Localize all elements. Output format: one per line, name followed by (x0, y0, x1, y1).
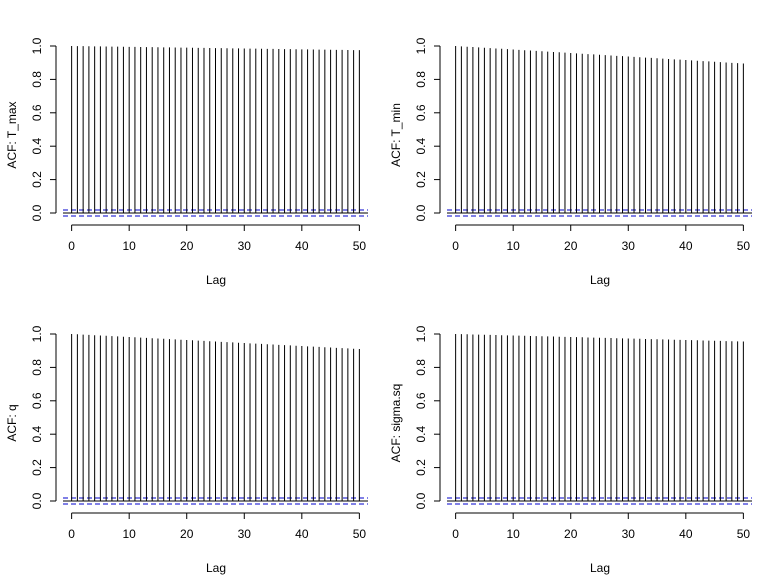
panel-t-max: Lag ACF: T_max 0 10 20 30 40 50 0.0 0.2 0.4 0.6 0.… (5, 37, 368, 287)
panel-sigma-sq-x-tick-label: 0 (452, 527, 459, 541)
panel-t-max-x-tick-label: 0 (68, 239, 75, 253)
panel-t-min-y-tick-label: 1.0 (414, 37, 428, 54)
panel-t-min-x-tick-label: 20 (564, 239, 578, 253)
panel-t-max-y-tick-label: 0.6 (30, 104, 44, 121)
panel-sigma-sq-y-tick-label: 0.2 (414, 459, 428, 476)
panel-t-min-y-tick-label: 0.6 (414, 104, 428, 121)
panel-t-max-xlabel: Lag (206, 273, 226, 287)
panel-q-ylabel: ACF: q (5, 404, 19, 441)
panel-t-max-y-tick-label: 0.4 (30, 138, 44, 155)
panel-q-x-tick-label: 10 (122, 527, 136, 541)
panel-sigma-sq-y-tick-label: 0.8 (414, 359, 428, 376)
panel-q-x-tick-label: 50 (353, 527, 367, 541)
panel-t-max-x-tick-label: 30 (238, 239, 252, 253)
panel-t-max-x-tick-label: 10 (122, 239, 136, 253)
panel-sigma-sq-x-tick-label: 50 (737, 527, 751, 541)
panel-t-max-y-tick-label: 0.0 (30, 204, 44, 221)
panel-q-x-tick-label: 0 (68, 527, 75, 541)
panel-t-min-x-tick-label: 0 (452, 239, 459, 253)
panel-q-y-tick-label: 0.8 (30, 359, 44, 376)
panel-t-max-y-tick-label: 1.0 (30, 37, 44, 54)
panel-t-min-x-tick-label: 30 (622, 239, 636, 253)
panel-t-min-ylabel: ACF: T_min (389, 103, 403, 167)
panel-q-y-tick-label: 0.0 (30, 492, 44, 509)
panel-t-max-ylabel: ACF: T_max (5, 101, 19, 168)
panel-sigma-sq-x-tick-label: 10 (506, 527, 520, 541)
panel-t-min-y-tick-label: 0.8 (414, 71, 428, 88)
panel-t-max-x-tick-label: 40 (295, 239, 309, 253)
panel-t-min-xlabel: Lag (590, 273, 610, 287)
panel-q-xlabel: Lag (206, 561, 226, 575)
panel-t-min-y-tick-label: 0.2 (414, 171, 428, 188)
panel-sigma-sq-y-tick-label: 0.6 (414, 392, 428, 409)
panel-q-x-tick-label: 30 (238, 527, 252, 541)
panel-sigma-sq-y-tick-label: 0.0 (414, 492, 428, 509)
panel-t-max-y-tick-label: 0.8 (30, 71, 44, 88)
panel-q-x-tick-label: 20 (180, 527, 194, 541)
panel-sigma-sq-x-tick-label: 40 (679, 527, 693, 541)
panel-sigma-sq-y-tick-label: 0.4 (414, 426, 428, 443)
panel-q-y-tick-label: 0.4 (30, 426, 44, 443)
panel-t-min: Lag ACF: T_min 0 10 20 30 40 50 0.0 0.2 0.4 0.6 0.… (389, 37, 752, 287)
panel-q-y-tick-label: 0.2 (30, 459, 44, 476)
panel-t-max-x-tick-label: 50 (353, 239, 367, 253)
panel-t-min-x-tick-label: 50 (737, 239, 751, 253)
panel-q: Lag ACF: q 0 10 20 30 40 50 0.0 0.2 0.4 0.6 0.8 1.0 (5, 325, 368, 575)
panel-sigma-sq-x-tick-label: 30 (622, 527, 636, 541)
panel-q-y-tick-label: 0.6 (30, 392, 44, 409)
panel-sigma-sq-x-tick-label: 20 (564, 527, 578, 541)
panel-q-y-tick-label: 1.0 (30, 325, 44, 342)
panel-sigma-sq-y-tick-label: 1.0 (414, 325, 428, 342)
panel-sigma-sq: Lag ACF: sigma.sq 0 10 20 30 40 50 0.0 0.2 0.4 0.… (389, 325, 752, 575)
panel-t-min-x-tick-label: 10 (506, 239, 520, 253)
panel-t-min-y-tick-label: 0.4 (414, 138, 428, 155)
panel-sigma-sq-ylabel: ACF: sigma.sq (389, 384, 403, 463)
panel-sigma-sq-xlabel: Lag (590, 561, 610, 575)
panel-q-x-tick-label: 40 (295, 527, 309, 541)
panel-t-min-y-tick-label: 0.0 (414, 204, 428, 221)
panel-t-max-x-tick-label: 20 (180, 239, 194, 253)
panel-t-min-x-tick-label: 40 (679, 239, 693, 253)
panel-t-max-y-tick-label: 0.2 (30, 171, 44, 188)
